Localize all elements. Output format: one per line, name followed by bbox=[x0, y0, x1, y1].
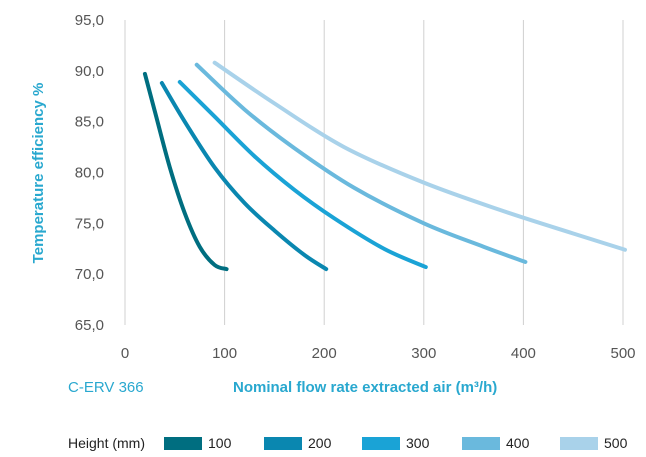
legend-label-400: 400 bbox=[506, 435, 530, 451]
model-label: C-ERV 366 bbox=[68, 379, 144, 396]
tick-labels: 0 100 200 300 400 500 65,0 70,0 75,0 80,0 85,0 90,0… bbox=[75, 12, 636, 362]
series-line-500 bbox=[212, 60, 627, 252]
y-tick-label: 65,0 bbox=[75, 317, 104, 334]
legend-swatch-200 bbox=[264, 437, 302, 450]
x-tick-label: 400 bbox=[511, 345, 536, 362]
legend-label-100: 100 bbox=[208, 435, 232, 451]
y-tick-label: 75,0 bbox=[75, 215, 104, 232]
y-tick-label: 70,0 bbox=[75, 266, 104, 283]
y-tick-label: 85,0 bbox=[75, 114, 104, 131]
series-line-400 bbox=[194, 62, 528, 264]
legend-label-500: 500 bbox=[604, 435, 628, 451]
x-tick-label: 100 bbox=[212, 345, 237, 362]
legend-title: Height (mm) bbox=[68, 435, 145, 451]
y-axis-label: Temperature efficiency % bbox=[30, 83, 47, 264]
legend: 100 200 300 400 500 bbox=[164, 435, 628, 451]
x-tick-label: 0 bbox=[121, 345, 129, 362]
legend-label-300: 300 bbox=[406, 435, 430, 451]
y-tick-label: 80,0 bbox=[75, 165, 104, 182]
series-line-200 bbox=[159, 81, 329, 272]
legend-swatch-500 bbox=[560, 437, 598, 450]
x-tick-label: 300 bbox=[411, 345, 436, 362]
y-tick-label: 90,0 bbox=[75, 63, 104, 80]
x-tick-label: 500 bbox=[610, 345, 635, 362]
x-axis-label: Nominal flow rate extracted air (m³/h) bbox=[233, 379, 497, 396]
series-line-300 bbox=[177, 80, 428, 270]
series-lines bbox=[142, 60, 627, 272]
legend-swatch-400 bbox=[462, 437, 500, 450]
legend-swatch-100 bbox=[164, 437, 202, 450]
legend-label-200: 200 bbox=[308, 435, 332, 451]
x-tick-label: 200 bbox=[312, 345, 337, 362]
legend-swatch-300 bbox=[362, 437, 400, 450]
y-tick-label: 95,0 bbox=[75, 12, 104, 29]
series-line-100 bbox=[142, 71, 229, 272]
